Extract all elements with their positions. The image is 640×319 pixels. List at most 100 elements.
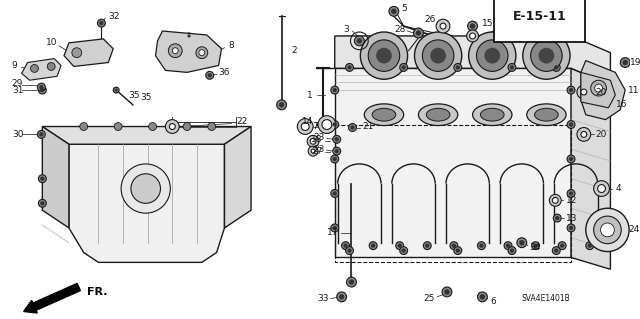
Polygon shape [335,36,611,85]
Polygon shape [225,127,251,228]
Circle shape [121,164,170,213]
Ellipse shape [364,104,404,126]
Circle shape [131,174,161,203]
Circle shape [333,191,337,196]
Text: 29: 29 [12,79,23,88]
Circle shape [346,247,353,255]
Circle shape [333,226,337,230]
Circle shape [40,201,45,205]
Text: 18: 18 [312,135,323,144]
Circle shape [333,157,337,161]
Circle shape [440,23,446,29]
Circle shape [523,32,570,79]
Circle shape [348,249,351,253]
Circle shape [454,247,461,255]
Circle shape [208,122,216,130]
Ellipse shape [481,108,504,121]
Circle shape [350,125,355,130]
Circle shape [346,63,353,71]
Circle shape [349,279,354,285]
Circle shape [47,63,55,70]
Circle shape [298,119,313,134]
Circle shape [569,88,573,92]
Ellipse shape [472,104,512,126]
Circle shape [452,243,456,248]
Text: 23: 23 [314,145,325,154]
Circle shape [39,85,44,89]
Circle shape [588,243,592,248]
Text: 10: 10 [45,38,57,47]
Polygon shape [571,69,611,269]
Circle shape [554,249,559,253]
Circle shape [40,176,45,181]
Circle shape [148,122,157,130]
Polygon shape [64,39,113,66]
Text: 32: 32 [108,12,120,21]
Circle shape [591,80,607,96]
Text: 7: 7 [312,122,318,131]
Ellipse shape [372,108,396,121]
Circle shape [456,65,460,70]
Circle shape [114,122,122,130]
Circle shape [558,242,566,249]
Circle shape [401,65,406,70]
Circle shape [301,122,309,130]
Circle shape [183,122,191,130]
Circle shape [600,223,614,237]
Polygon shape [581,72,615,108]
Circle shape [506,243,510,248]
Polygon shape [69,144,225,263]
Text: 20: 20 [596,87,607,97]
Circle shape [188,34,191,38]
Circle shape [569,191,573,196]
Circle shape [581,89,587,95]
Circle shape [416,30,421,36]
Circle shape [186,33,192,39]
Circle shape [311,149,315,153]
Circle shape [196,47,208,59]
Circle shape [342,242,349,249]
Text: 28: 28 [394,25,406,33]
Circle shape [279,102,284,108]
Circle shape [554,65,559,70]
Circle shape [400,247,408,255]
Circle shape [368,40,400,71]
Circle shape [170,123,175,130]
Circle shape [442,287,452,297]
Circle shape [508,63,516,71]
Circle shape [595,84,602,92]
Circle shape [310,138,316,144]
Circle shape [425,243,429,248]
Text: 6: 6 [490,297,496,306]
Text: 11: 11 [628,85,639,95]
Text: 9: 9 [12,61,17,70]
Text: 4: 4 [615,184,621,193]
Circle shape [508,247,516,255]
Text: 22: 22 [236,117,248,126]
Circle shape [168,44,182,58]
Circle shape [206,71,214,79]
Circle shape [38,86,46,94]
Text: 16: 16 [616,100,628,109]
Circle shape [560,243,564,248]
Circle shape [594,216,621,244]
Text: 33: 33 [317,294,329,303]
Circle shape [37,130,45,138]
Text: 30: 30 [12,130,23,139]
Text: E-15-11: E-15-11 [513,10,566,23]
Circle shape [470,33,476,39]
Circle shape [517,238,527,248]
Circle shape [538,48,554,63]
Circle shape [569,122,573,127]
Text: 15: 15 [483,19,494,28]
Text: 8: 8 [228,41,234,50]
Circle shape [413,28,423,38]
Circle shape [302,123,308,130]
Text: 2: 2 [291,46,297,55]
Ellipse shape [419,104,458,126]
Circle shape [40,88,45,92]
Circle shape [477,40,508,71]
Circle shape [519,240,525,245]
Text: 27: 27 [312,147,323,156]
Circle shape [552,197,558,203]
